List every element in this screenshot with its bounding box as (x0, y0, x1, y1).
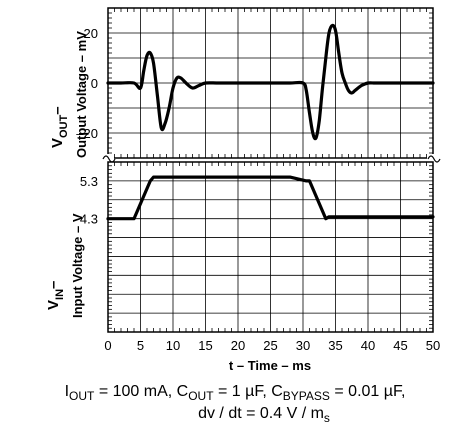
bottom-ylabel-desc: Input Voltage – V (70, 213, 85, 318)
output-voltage-panel: 200–20 VOUT– Output Voltage – mV (49, 8, 440, 164)
x-tick-label: 5 (137, 338, 144, 353)
x-tick-labels: 0 5 10 15 20 25 30 35 40 45 50 (104, 338, 440, 353)
x-tick-label: 50 (426, 338, 440, 353)
x-tick-label: 0 (104, 338, 111, 353)
x-tick-label: 20 (231, 338, 245, 353)
y-tick-label: 0 (91, 76, 98, 91)
x-tick-label: 30 (296, 338, 310, 353)
x-tick-label: 35 (328, 338, 342, 353)
top-ylabel-desc: Output Voltage – mV (74, 31, 89, 158)
x-axis-label: t – Time – ms (229, 358, 311, 373)
input-voltage-panel: 5.34.3 0 5 10 15 20 25 30 35 40 45 50 VIN– Input V… (45, 162, 440, 373)
conditions-line-1: IOUT = 100 mA, COUT = 1 µF, CBYPASS = 0.… (65, 383, 406, 403)
conditions-line-2: dv / dt = 0.4 V / ms (198, 405, 330, 425)
x-tick-label: 45 (393, 338, 407, 353)
x-tick-label: 10 (166, 338, 180, 353)
top-ylabel-main: VOUT– (49, 106, 70, 148)
y-tick-label: 5.3 (80, 174, 98, 189)
x-tick-label: 15 (198, 338, 212, 353)
bottom-ylabel-main: VIN– (45, 281, 66, 310)
x-tick-label: 40 (361, 338, 375, 353)
x-tick-label: 25 (263, 338, 277, 353)
